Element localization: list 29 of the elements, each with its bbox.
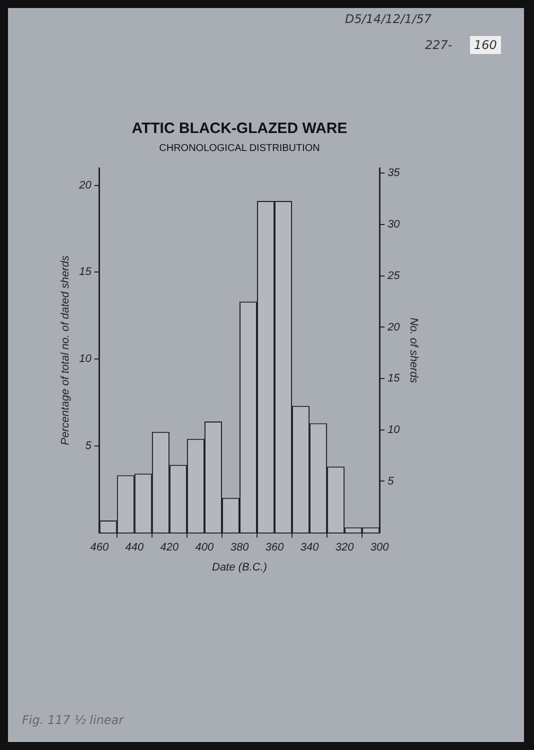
y2-tick-label: 5 [388,475,395,488]
text: 160 [470,36,501,54]
y2-tick-label: 30 [388,218,401,231]
x-tick-label: 440 [125,541,145,554]
y-tick-label: 15 [79,266,92,278]
x-tick-label: 460 [90,541,110,554]
y2-tick-label: 35 [388,167,401,180]
chart-subtitle: CHRONOLOGICAL DISTRIBUTION [159,142,320,154]
x-tick-label: 400 [195,541,215,554]
x-axis-title: Date (B.C.) [212,561,268,574]
y2-tick-label: 10 [388,424,401,436]
y-tick-label: 20 [78,179,92,192]
x-tick-label: 380 [230,541,250,554]
y2-tick-label: 15 [388,372,401,385]
caption: Fig. 117 ½ linear [22,713,124,727]
y-tick-label: 5 [85,440,92,452]
chart-title: ATTIC BLACK-GLAZED WARE [132,120,348,138]
y-tick-label: 10 [79,353,92,366]
y2-axis-title: No. of sherds [407,318,420,384]
x-tick-label: 360 [265,541,285,554]
y-axis-title: Percentage of total no. of dated sherds [60,255,72,446]
text: D5/14/12/1/57 [345,12,432,26]
y2-tick-label: 25 [386,270,401,282]
x-tick-label: 300 [370,541,390,554]
text: 227- [425,38,452,52]
x-tick-label: 420 [160,541,180,554]
x-tick-label: 340 [300,541,320,554]
x-tick-label: 320 [335,541,355,554]
y2-tick-label: 20 [386,321,401,334]
